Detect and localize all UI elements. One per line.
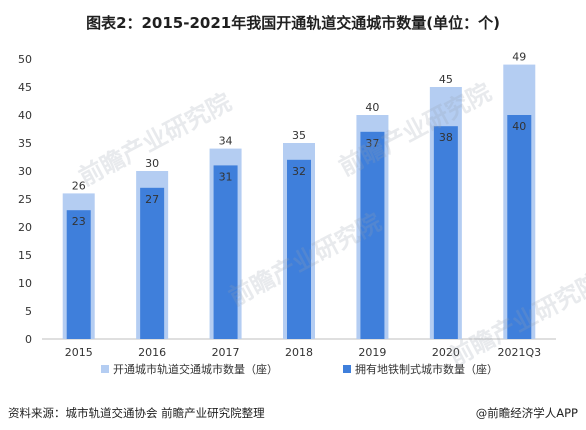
data-label-metro: 31: [219, 170, 233, 183]
data-label-metro: 37: [365, 137, 379, 150]
data-label-total: 30: [145, 157, 159, 170]
source-note: 资料来源：城市轨道交通协会 前瞻产业研究院整理: [8, 406, 265, 420]
data-label-total: 34: [219, 135, 233, 148]
y-tick-label: 50: [18, 53, 32, 66]
y-tick-label: 20: [18, 221, 32, 234]
y-tick-label: 10: [18, 277, 32, 290]
data-label-total: 40: [365, 101, 379, 114]
y-tick-label: 30: [18, 165, 32, 178]
y-tick-label: 15: [18, 249, 32, 262]
y-tick-label: 0: [25, 333, 32, 346]
x-tick-label: 2016: [138, 346, 166, 359]
x-tick-label: 2021Q3: [497, 346, 541, 359]
bar-chart: 0 5 10 15 20 25 30 35 40 45 50 26 23 2015 30 27 2016 34 31…: [18, 51, 556, 376]
brand-label: @前瞻经济学人APP: [475, 406, 578, 420]
data-label-total: 35: [292, 129, 306, 142]
y-tick-label: 5: [25, 305, 32, 318]
y-tick-label: 25: [18, 193, 32, 206]
data-label-total: 49: [512, 51, 526, 64]
x-tick-label: 2019: [358, 346, 386, 359]
bar-metro: [213, 165, 238, 339]
x-tick-label: 2015: [65, 346, 93, 359]
bar-metro: [360, 131, 385, 339]
data-label-metro: 40: [512, 120, 526, 133]
chart-title: 图表2：2015-2021年我国开通轨道交通城市数量(单位：个): [86, 14, 500, 32]
legend-label-total: 开通城市轨道交通城市数量（座）: [113, 362, 278, 376]
data-label-total: 26: [72, 179, 86, 192]
x-tick-label: 2017: [212, 346, 240, 359]
y-tick-label: 45: [18, 81, 32, 94]
bar-metro: [140, 187, 165, 339]
footer: 资料来源：城市轨道交通协会 前瞻产业研究院整理 @前瞻经济学人APP: [8, 405, 578, 423]
bar-metro: [66, 210, 91, 339]
legend-swatch-total: [101, 365, 109, 373]
data-label-metro: 23: [72, 215, 86, 228]
y-tick-label: 40: [18, 109, 32, 122]
data-label-metro: 27: [145, 193, 159, 206]
data-label-metro: 38: [439, 131, 453, 144]
x-tick-label: 2020: [432, 346, 460, 359]
legend-label-metro: 拥有地铁制式城市数量（座）: [355, 362, 498, 376]
data-label-metro: 32: [292, 165, 306, 178]
bar-metro: [507, 115, 532, 339]
bar-metro: [433, 126, 458, 339]
legend-swatch-metro: [343, 365, 351, 373]
y-tick-label: 35: [18, 137, 32, 150]
bar-metro: [287, 159, 311, 339]
x-tick-label: 2018: [285, 346, 313, 359]
data-label-total: 45: [439, 73, 453, 86]
